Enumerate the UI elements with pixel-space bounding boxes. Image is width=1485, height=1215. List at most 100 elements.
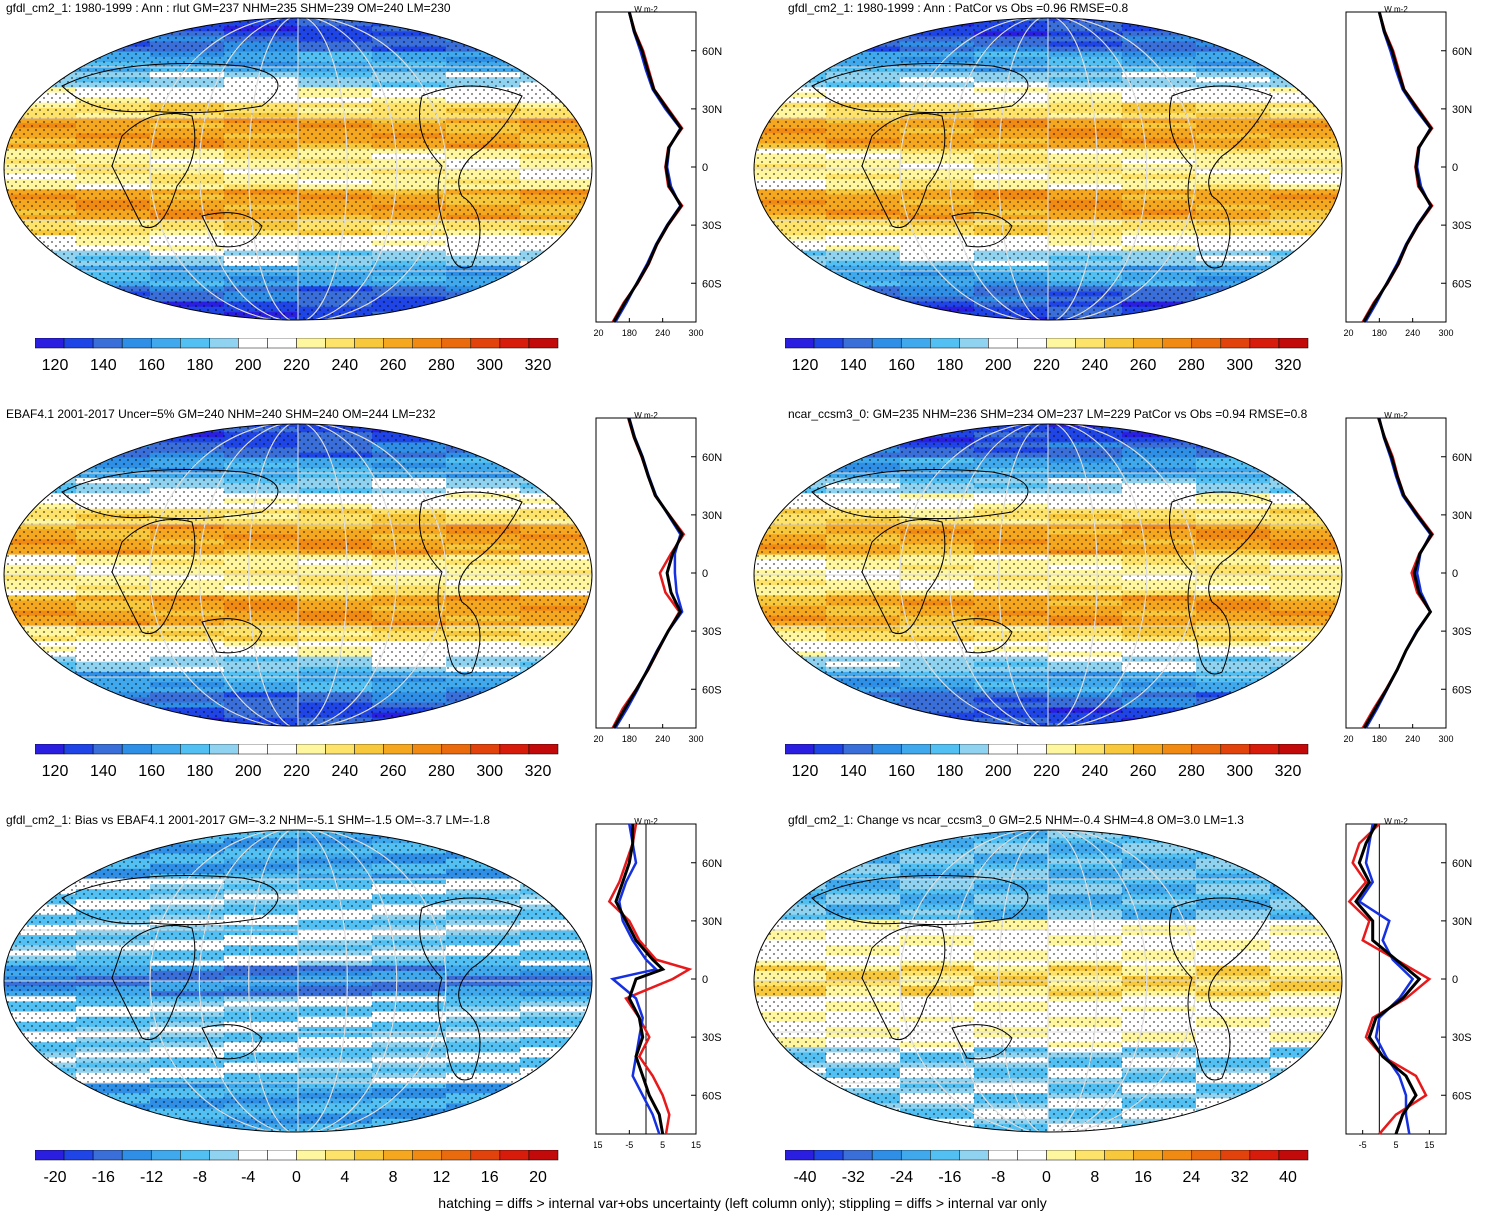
lat-tick-label: 0 <box>1452 568 1458 580</box>
map-cell <box>372 316 447 320</box>
map-cell <box>520 442 592 449</box>
profile-tick-label: 120 <box>594 328 604 338</box>
figure-footnote: hatching = diffs > internal var+obs unce… <box>438 1195 1047 1211</box>
colorbar-label: 180 <box>187 763 214 780</box>
map-cell <box>1270 296 1342 303</box>
profile-tick-label: 120 <box>1344 734 1354 744</box>
map-cell <box>446 311 521 318</box>
map-cell <box>1270 301 1342 308</box>
profile-series-mean <box>612 417 684 729</box>
map-cell <box>1196 833 1271 840</box>
zonal-profile: W m-2 60N 30N 0 30S 60S 120 180 240 300 <box>1344 6 1472 338</box>
map-cell <box>520 286 592 293</box>
profile-tick-label: -5 <box>1359 1140 1367 1150</box>
map-cell <box>754 1103 827 1110</box>
colorbar-label: 0 <box>1042 1169 1051 1186</box>
lat-tick-label: 60N <box>702 452 722 464</box>
map-cell <box>4 46 77 53</box>
map-cell <box>1270 858 1342 865</box>
colorbar-label: 120 <box>792 357 819 374</box>
map-cell <box>4 1077 77 1084</box>
lat-tick-label: 0 <box>702 568 708 580</box>
colorbar-swatch <box>63 744 94 755</box>
map-cell <box>754 1083 827 1090</box>
map-cell <box>1196 316 1271 320</box>
map-cell <box>754 21 827 28</box>
map-cell <box>1196 843 1271 850</box>
map-cell <box>4 833 77 840</box>
map-cell <box>150 316 225 320</box>
colorbar-swatch <box>121 338 152 349</box>
coastline <box>861 113 946 228</box>
panel-title: ncar_ccsm3_0: GM=235 NHM=236 SHM=234 OM=… <box>788 407 1308 421</box>
colorbar-swatch <box>238 338 268 349</box>
map-cell <box>520 838 592 845</box>
colorbar-swatch <box>499 744 530 755</box>
colorbar-swatch <box>1075 744 1105 755</box>
colorbar-label: 240 <box>331 357 358 374</box>
map-cell <box>1196 712 1271 719</box>
lat-tick-label: 0 <box>702 974 708 986</box>
colorbar-swatch <box>1249 338 1280 349</box>
colorbar-swatch <box>63 1150 94 1161</box>
lat-tick-label: 30S <box>1452 626 1472 638</box>
colorbar-label: 140 <box>840 357 867 374</box>
colorbar-swatch <box>813 338 844 349</box>
map-cell <box>520 858 592 865</box>
map-cell <box>446 722 521 726</box>
colorbar-label: 140 <box>90 763 117 780</box>
map-cell <box>4 473 77 480</box>
colorbar-swatch <box>1220 1150 1251 1161</box>
profile-tick-label: 180 <box>1372 734 1387 744</box>
map-cell <box>1270 1088 1342 1095</box>
colorbar-swatch <box>988 338 1018 349</box>
map-panel <box>3 829 593 1133</box>
lat-tick-label: 30N <box>1452 916 1472 928</box>
coastline <box>61 469 279 520</box>
colorbar: 120 140 160 180 200 220 240 260 280 300 320 <box>35 338 559 374</box>
map-cell <box>754 271 827 278</box>
map-cell <box>754 677 827 684</box>
colorbar-label: 200 <box>985 763 1012 780</box>
colorbar-label: 160 <box>138 763 165 780</box>
colorbar-label: 20 <box>529 1169 547 1186</box>
colorbar-swatch <box>1104 338 1134 349</box>
map-cell <box>520 296 592 303</box>
profile-series-model <box>611 417 686 729</box>
colorbar-swatch <box>499 1150 530 1161</box>
colorbar-swatch <box>1104 744 1134 755</box>
map-cell <box>754 61 827 68</box>
map-cell <box>754 868 827 875</box>
colorbar-label: 300 <box>1226 763 1253 780</box>
colorbar-swatch <box>441 338 472 349</box>
lat-tick-label: 60S <box>1452 684 1472 696</box>
colorbar-swatch <box>412 338 443 349</box>
colorbar-swatch <box>1162 744 1193 755</box>
colorbar-label: -40 <box>793 1169 816 1186</box>
map-cell <box>76 833 151 840</box>
lat-tick-label: 30N <box>1452 104 1472 116</box>
map-cell <box>520 830 592 835</box>
colorbar-swatch <box>842 1150 873 1161</box>
map-cell <box>1196 707 1271 714</box>
map-cell <box>1122 424 1197 429</box>
map-cell <box>4 843 77 850</box>
map-cell <box>4 427 77 434</box>
colorbar-swatch <box>813 1150 844 1161</box>
colorbar-label: 180 <box>937 763 964 780</box>
colorbar-swatch <box>354 744 384 755</box>
map-cell <box>4 671 77 678</box>
map-cell <box>1270 1108 1342 1115</box>
map-cell <box>4 1088 77 1095</box>
panel-title: EBAF4.1 2001-2017 Uncer=5% GM=240 NHM=24… <box>6 407 436 421</box>
map-cell <box>446 702 521 709</box>
colorbar-swatch <box>441 744 472 755</box>
map-cell <box>4 863 77 870</box>
colorbar-label: 8 <box>389 1169 398 1186</box>
colorbar-swatch <box>871 744 902 755</box>
map-cell <box>4 26 77 33</box>
map-cell <box>1270 1113 1342 1120</box>
map-cell <box>754 843 827 850</box>
map-cell <box>520 457 592 464</box>
coastline <box>951 212 1013 248</box>
